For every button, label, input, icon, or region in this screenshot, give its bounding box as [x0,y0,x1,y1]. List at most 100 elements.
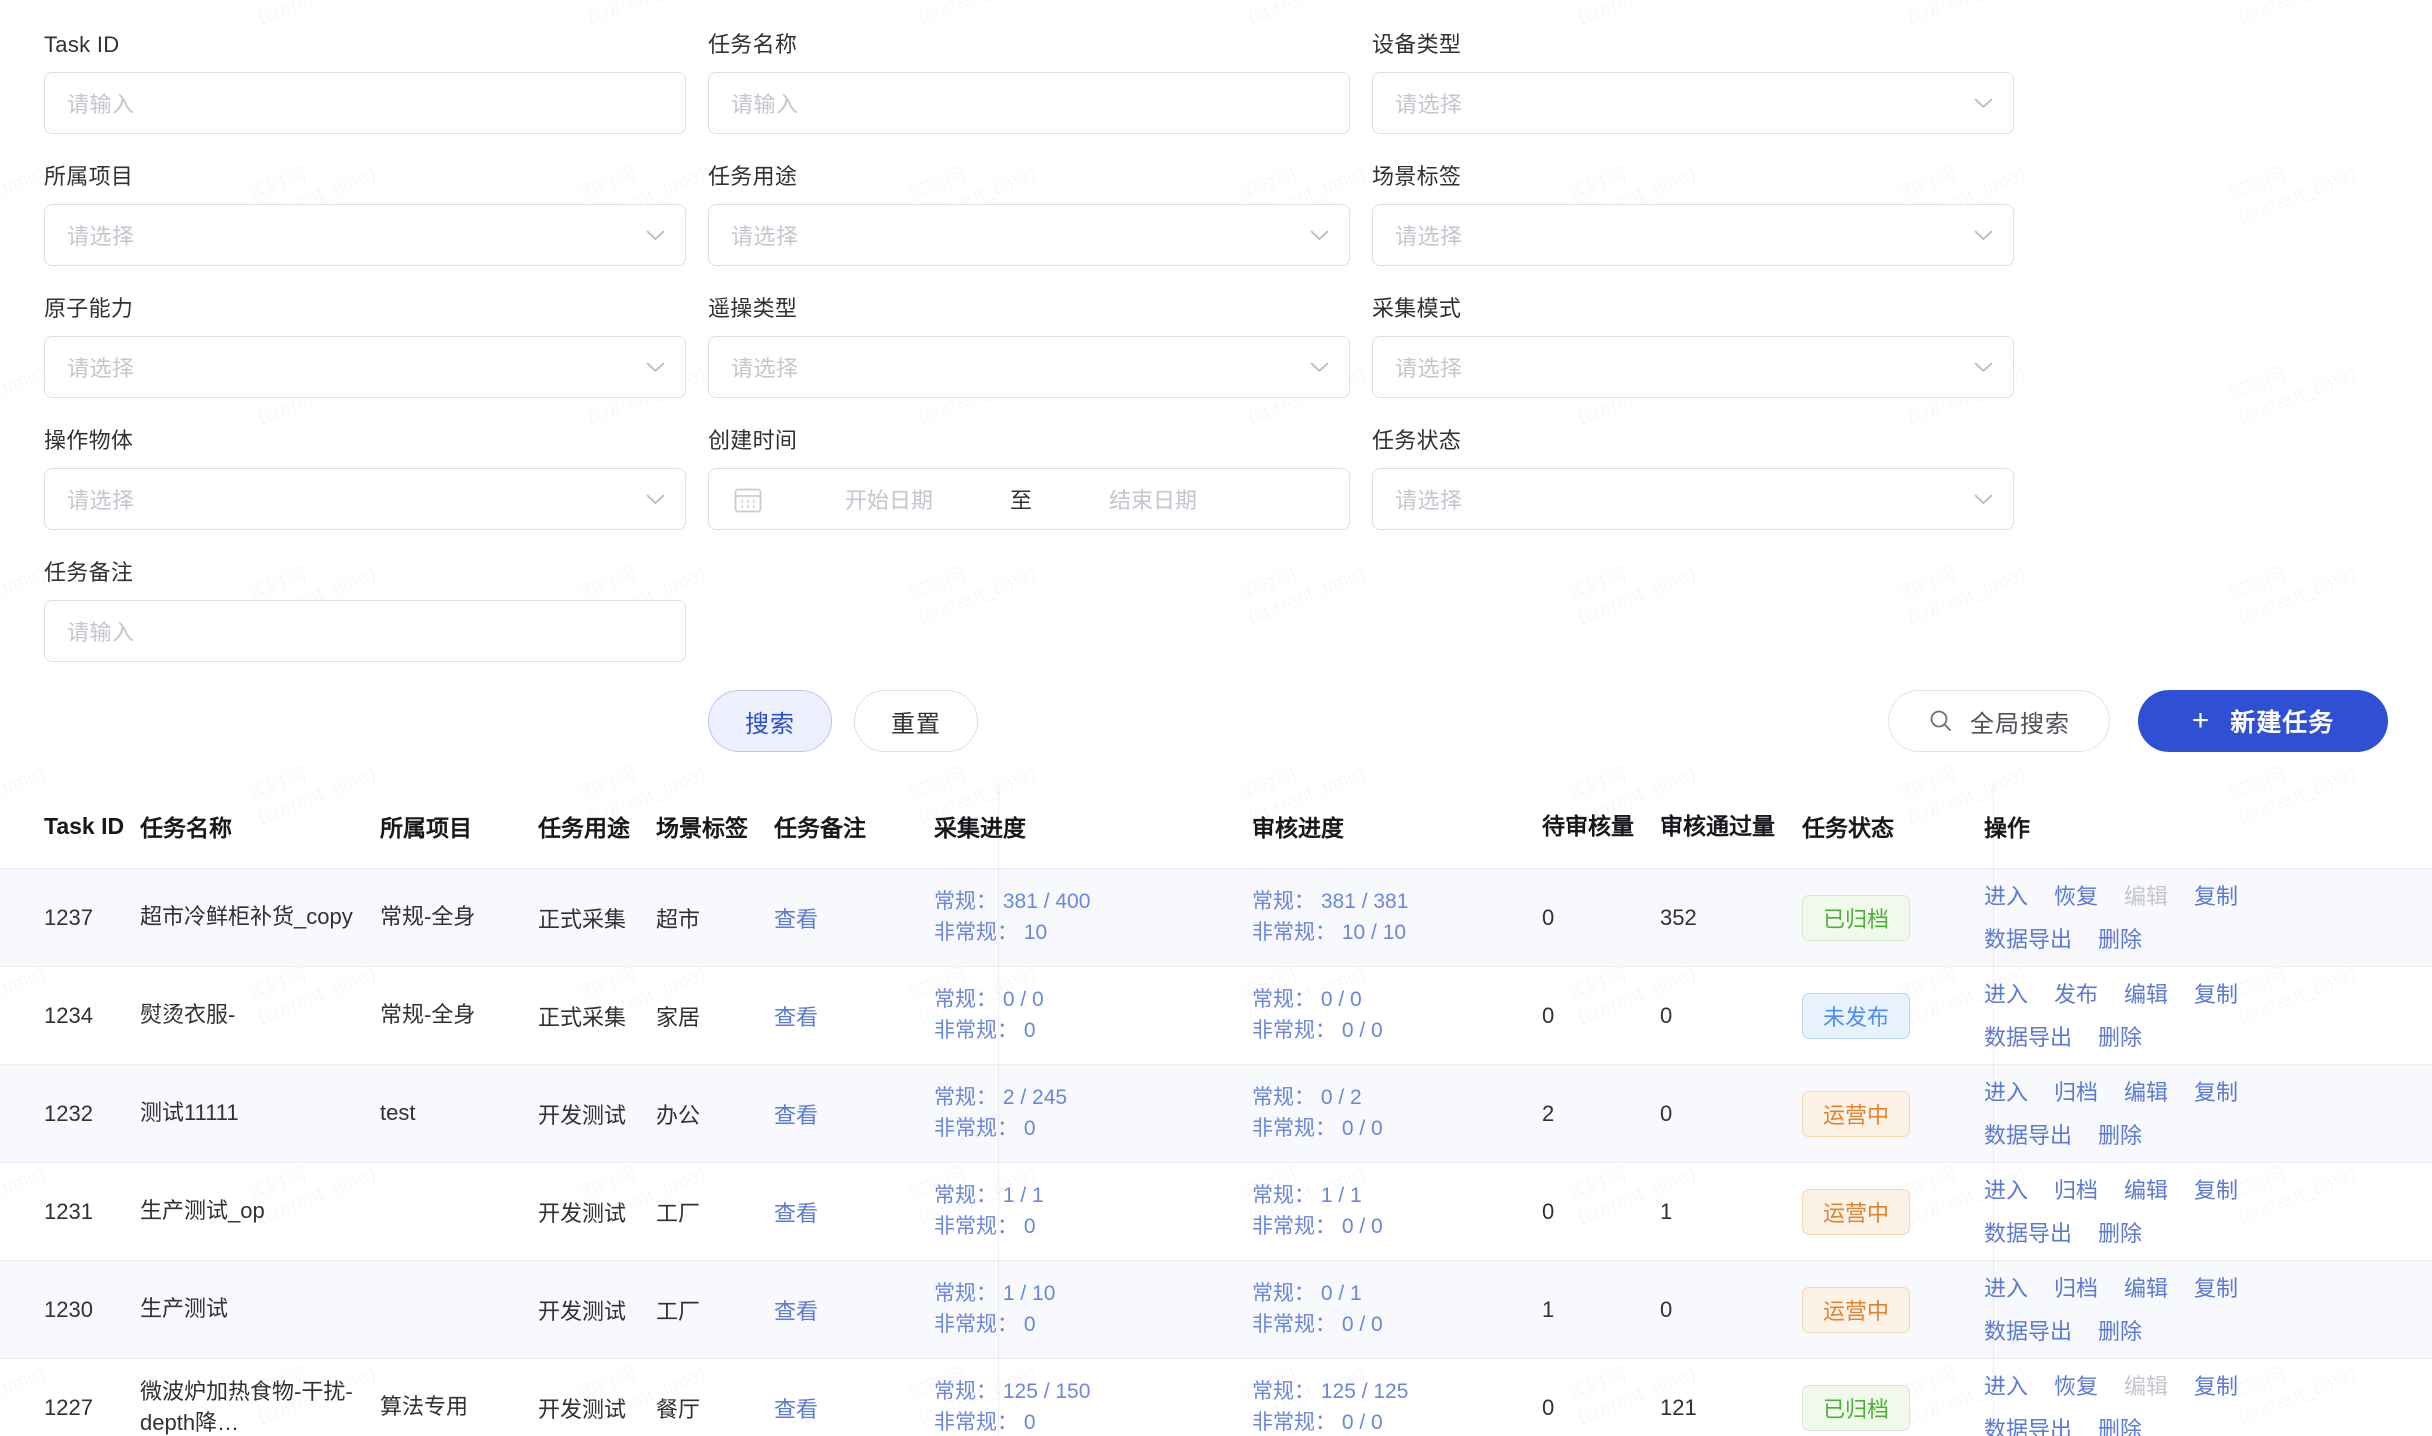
date-end-text[interactable]: 结束日期 [1108,488,1197,513]
cell-audit: 常规： 381 / 381 非常规： 10 / 10 [1252,887,1542,948]
select-task-status[interactable]: 请选择 [1372,468,2014,530]
input-task-name[interactable]: 请输入 [708,72,1350,134]
action-进入[interactable]: 进入 [1984,1177,2029,1203]
input-task-id[interactable]: 请输入 [44,72,686,134]
task-name-text: 生产测试 [140,1296,229,1322]
select-project[interactable]: 请选择 [44,204,686,266]
cell-status: 运营中 [1802,1188,1984,1235]
action-删除[interactable]: 删除 [2098,926,2143,952]
action-发布[interactable]: 发布 [2054,981,2099,1007]
select-task-usage[interactable]: 请选择 [708,204,1350,266]
filter-label-atomic-ability: 原子能力 [44,296,134,321]
action-复制[interactable]: 复制 [2194,883,2239,909]
select-operated-object[interactable]: 请选择 [44,468,686,530]
action-进入[interactable]: 进入 [1984,1275,2029,1301]
select-collect-mode[interactable]: 请选择 [1372,336,2014,398]
action-数据导出[interactable]: 数据导出 [1984,1318,2073,1344]
action-归档[interactable]: 归档 [2054,1079,2099,1105]
cell-audit: 常规： 0 / 1 非常规： 0 / 0 [1252,1279,1542,1340]
status-badge: 已归档 [1802,1384,1910,1431]
audit-progress: 常规： 125 / 125 非常规： 0 / 0 [1252,1379,1409,1434]
view-remark-link[interactable]: 查看 [774,1004,819,1030]
view-remark-link[interactable]: 查看 [774,1102,819,1128]
action-归档[interactable]: 归档 [2054,1177,2099,1203]
daterange-create-time[interactable]: 开始日期 至 结束日期 [708,468,1350,530]
cell-collect: 常规： 1 / 1 非常规： 0 [934,1181,1252,1242]
cell-collect: 常规： 125 / 150 非常规： 0 [934,1377,1252,1436]
action-进入[interactable]: 进入 [1984,1079,2029,1105]
table-row[interactable]: 1237 超市冷鲜柜补货_copy 常规-全身 正式采集 超市 查看 常规： 381 / 4… [0,868,2432,966]
filter-field-task-remark: 任务备注 请输入 [44,558,708,662]
table-row[interactable]: 1231 生产测试_op 开发测试 工厂 查看 常规： 1 / 1 非常规： 0 常规： 1 … [0,1162,2432,1260]
row-actions: 进入 恢复 编辑 复制 数据导出 删除 [1984,880,2270,956]
table-row[interactable]: 1230 生产测试 开发测试 工厂 查看 常规： 1 / 10 非常规： 0 常规： 0 / … [0,1260,2432,1358]
select-device-type[interactable]: 请选择 [1372,72,2014,134]
cell-ops: 进入 恢复 编辑 复制 数据导出 删除 [1984,1370,2284,1436]
filter-label-task-usage: 任务用途 [708,164,798,189]
cell-collect: 常规： 381 / 400 非常规： 10 [934,887,1252,948]
action-进入[interactable]: 进入 [1984,1373,2029,1399]
audit-progress: 常规： 1 / 1 非常规： 0 / 0 [1252,1183,1383,1238]
action-数据导出[interactable]: 数据导出 [1984,926,2073,952]
action-归档[interactable]: 归档 [2054,1275,2099,1301]
action-复制[interactable]: 复制 [2194,1079,2239,1105]
table-row[interactable]: 1232 测试11111 test 开发测试 办公 查看 常规： 2 / 245 非常规： 0… [0,1064,2432,1162]
view-remark-link[interactable]: 查看 [774,1298,819,1324]
select-scene-tag[interactable]: 请选择 [1372,204,2014,266]
collect-progress: 常规： 1 / 10 非常规： 0 [934,1281,1056,1336]
cell-usage: 开发测试 [538,1396,627,1422]
action-删除[interactable]: 删除 [2098,1416,2143,1436]
action-数据导出[interactable]: 数据导出 [1984,1122,2073,1148]
view-remark-link[interactable]: 查看 [774,1200,819,1226]
select-atomic-ability[interactable]: 请选择 [44,336,686,398]
action-删除[interactable]: 删除 [2098,1122,2143,1148]
action-复制[interactable]: 复制 [2194,981,2239,1007]
table-row[interactable]: 1227 微波炉加热食物-干扰-depth降… 算法专用 开发测试 餐厅 查看 常规： 12… [0,1358,2432,1436]
filter-label-task-name: 任务名称 [708,32,798,57]
action-数据导出[interactable]: 数据导出 [1984,1024,2073,1050]
project-text: 常规-全身 [380,1002,476,1028]
filter-field-teleop-type: 遥操类型 请选择 [708,294,1372,398]
cell-id: 1237 [44,904,93,930]
action-数据导出[interactable]: 数据导出 [1984,1220,2073,1246]
new-task-button[interactable]: + 新建任务 [2138,690,2388,752]
action-进入[interactable]: 进入 [1984,883,2029,909]
view-remark-link[interactable]: 查看 [774,1396,819,1422]
action-进入[interactable]: 进入 [1984,981,2029,1007]
action-复制[interactable]: 复制 [2194,1373,2239,1399]
action-恢复[interactable]: 恢复 [2054,1373,2099,1399]
filter-field-device-type: 设备类型 请选择 [1372,30,2036,134]
cell-usage: 开发测试 [538,1102,627,1128]
cell-remark: 查看 [774,1196,934,1228]
select-teleop-type[interactable]: 请选择 [708,336,1350,398]
cell-collect: 常规： 0 / 0 非常规： 0 [934,985,1252,1046]
cell-audit: 常规： 1 / 1 非常规： 0 / 0 [1252,1181,1542,1242]
table-row[interactable]: 1234 熨烫衣服- 常规-全身 正式采集 家居 查看 常规： 0 / 0 非常规： 0 常规：… [0,966,2432,1064]
cell-id: 1234 [44,1002,93,1028]
action-编辑[interactable]: 编辑 [2124,1079,2169,1105]
action-复制[interactable]: 复制 [2194,1275,2239,1301]
input-task-remark[interactable]: 请输入 [44,600,686,662]
filter-row: Task ID 请输入 任务名称 请输入 设备类型 请选择 [44,30,2388,134]
action-删除[interactable]: 删除 [2098,1024,2143,1050]
global-search-button[interactable]: 全局搜索 [1888,690,2110,752]
reset-button[interactable]: 重置 [854,690,978,752]
action-删除[interactable]: 删除 [2098,1318,2143,1344]
action-恢复[interactable]: 恢复 [2054,883,2099,909]
table-header-audit: 审核进度 [1252,815,1344,841]
action-删除[interactable]: 删除 [2098,1220,2143,1246]
action-复制[interactable]: 复制 [2194,1177,2239,1203]
cell-remark: 查看 [774,1392,934,1424]
date-start-text[interactable]: 开始日期 [844,488,933,513]
action-编辑[interactable]: 编辑 [2124,1275,2169,1301]
placeholder-teleop-type: 请选择 [731,356,799,381]
cell-pending: 1 [1542,1296,1555,1322]
filter-row: 所属项目 请选择 任务用途 请选择 场景标签 请选择 [44,162,2388,266]
cell-name: 微波炉加热食物-干扰-depth降… [140,1377,380,1436]
action-数据导出[interactable]: 数据导出 [1984,1416,2073,1436]
placeholder-device-type: 请选择 [1395,92,1463,117]
view-remark-link[interactable]: 查看 [774,906,819,932]
action-编辑[interactable]: 编辑 [2124,1177,2169,1203]
action-编辑[interactable]: 编辑 [2124,981,2169,1007]
search-button[interactable]: 搜索 [708,690,832,752]
